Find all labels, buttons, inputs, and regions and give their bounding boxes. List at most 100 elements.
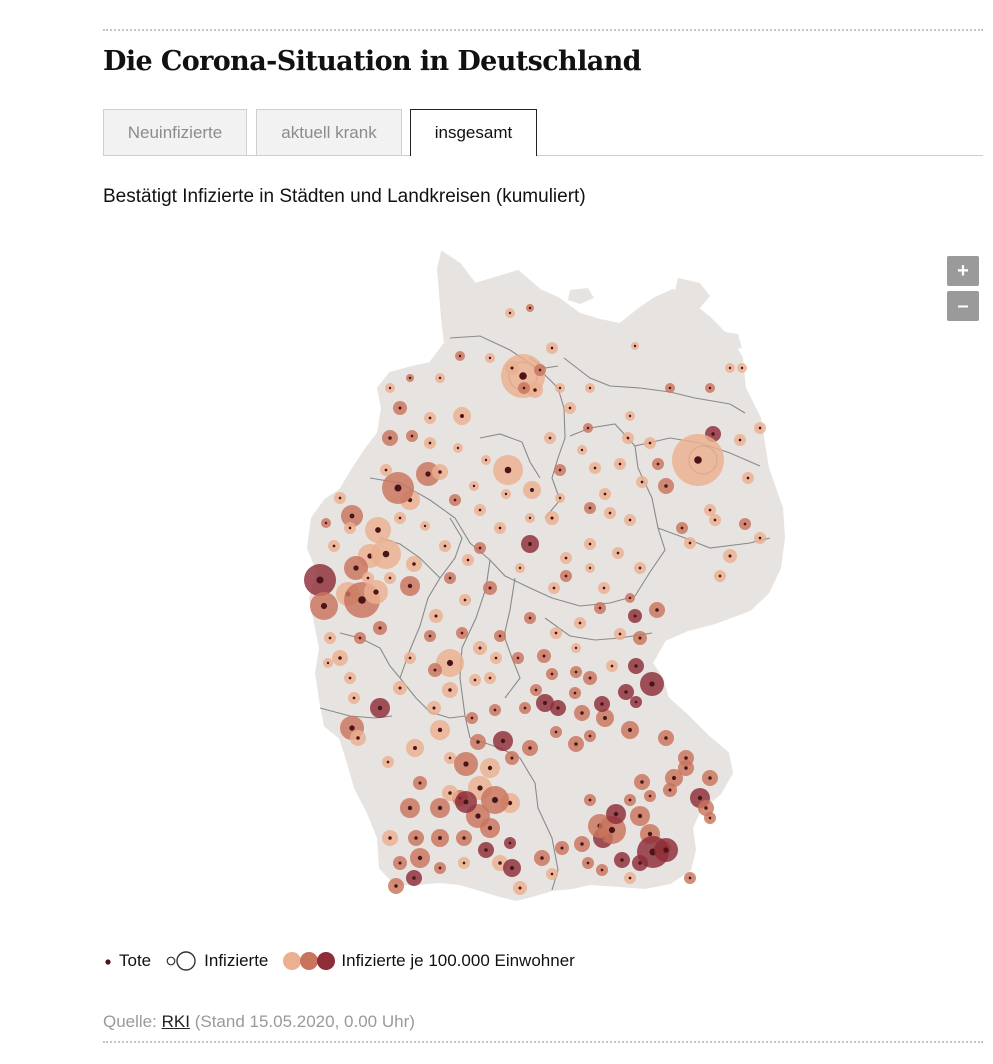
death-dot (373, 589, 379, 595)
death-dot (588, 734, 592, 738)
death-dot (574, 646, 578, 650)
death-dot (580, 711, 584, 715)
death-dot (394, 884, 398, 888)
death-dot (704, 806, 708, 810)
death-dot (328, 636, 332, 640)
death-dot (608, 826, 616, 834)
death-dot (470, 716, 474, 720)
death-dot (694, 456, 702, 464)
death-dot (708, 386, 712, 390)
death-dot (728, 554, 732, 558)
death-dot (656, 462, 660, 466)
legend-per100k-label: Infizierte je 100.000 Einwohner (341, 951, 575, 970)
death-dot (366, 576, 370, 580)
death-dot (602, 586, 606, 590)
death-dot (508, 311, 512, 315)
state-border (479, 433, 541, 479)
death-dot (407, 805, 413, 811)
death-dot (473, 678, 477, 682)
death-dot (528, 306, 532, 310)
tab-insgesamt[interactable]: insgesamt (410, 109, 537, 156)
death-dot (386, 760, 390, 764)
death-dot (528, 516, 532, 520)
death-dot (417, 855, 423, 861)
death-dot (628, 518, 632, 522)
death-dot (628, 728, 632, 732)
death-dot (538, 368, 542, 372)
death-dot (616, 551, 620, 555)
death-dot (462, 836, 466, 840)
death-dot (708, 776, 712, 780)
death-dot (358, 636, 362, 640)
death-dot (398, 686, 402, 690)
death-dot (437, 727, 443, 733)
death-dot (640, 480, 644, 484)
death-dot (558, 468, 562, 472)
death-dot (510, 366, 514, 370)
death-dot (672, 776, 676, 780)
death-dot (558, 386, 562, 390)
death-dot (448, 688, 452, 692)
germany-outline (306, 250, 786, 902)
death-dot (588, 798, 592, 802)
death-dot (500, 738, 506, 744)
tab-aktuell-krank[interactable]: aktuell krank (256, 109, 402, 155)
zoom-out-button[interactable]: – (947, 291, 979, 321)
death-dot (487, 825, 493, 831)
death-dot (680, 526, 684, 530)
death-dot (528, 616, 532, 620)
death-dot (638, 636, 642, 640)
death-dot (540, 856, 544, 860)
death-dot (437, 805, 443, 811)
death-dot (320, 602, 328, 610)
death-dot (578, 621, 582, 625)
death-dot (356, 736, 360, 740)
source-rki-link[interactable]: RKI (161, 1012, 190, 1031)
death-dot (478, 646, 482, 650)
tab-neuinfizierte[interactable]: Neuinfizierte (103, 109, 247, 155)
death-dot (488, 676, 492, 680)
death-dot (573, 691, 577, 695)
death-dot (648, 441, 652, 445)
death-dot (697, 795, 703, 801)
death-dot (348, 526, 352, 530)
death-dot (637, 813, 643, 819)
death-dot-icon (105, 959, 111, 965)
death-dot (507, 800, 513, 806)
death-dot (494, 656, 498, 660)
death-dot (550, 872, 554, 876)
death-dot (448, 756, 452, 760)
death-dot (664, 484, 668, 488)
death-dot (504, 492, 508, 496)
death-dot (443, 544, 447, 548)
death-dot (550, 516, 554, 520)
death-dot (600, 702, 604, 706)
death-dot (326, 661, 330, 665)
death-dot (377, 705, 383, 711)
death-dot (462, 861, 466, 865)
death-dot (556, 706, 560, 710)
death-dot (348, 676, 352, 680)
death-dot (338, 496, 342, 500)
death-dot (518, 566, 522, 570)
death-dot (428, 416, 432, 420)
death-dot (446, 659, 454, 667)
death-dot (516, 656, 520, 660)
death-dot (434, 614, 438, 618)
death-dot (530, 488, 534, 492)
death-dot (358, 596, 366, 604)
death-dot (491, 796, 499, 804)
death-dot (626, 436, 630, 440)
death-dot (708, 816, 712, 820)
death-dot (663, 847, 669, 853)
death-dot (758, 426, 762, 430)
death-dot (488, 586, 492, 590)
death-dot (428, 634, 432, 638)
death-dot (460, 631, 464, 635)
death-dot (574, 742, 578, 746)
germany-map[interactable] (290, 238, 800, 918)
zoom-in-button[interactable]: + (947, 256, 979, 286)
death-dot (552, 586, 556, 590)
death-dot (580, 842, 584, 846)
death-dot (352, 696, 356, 700)
